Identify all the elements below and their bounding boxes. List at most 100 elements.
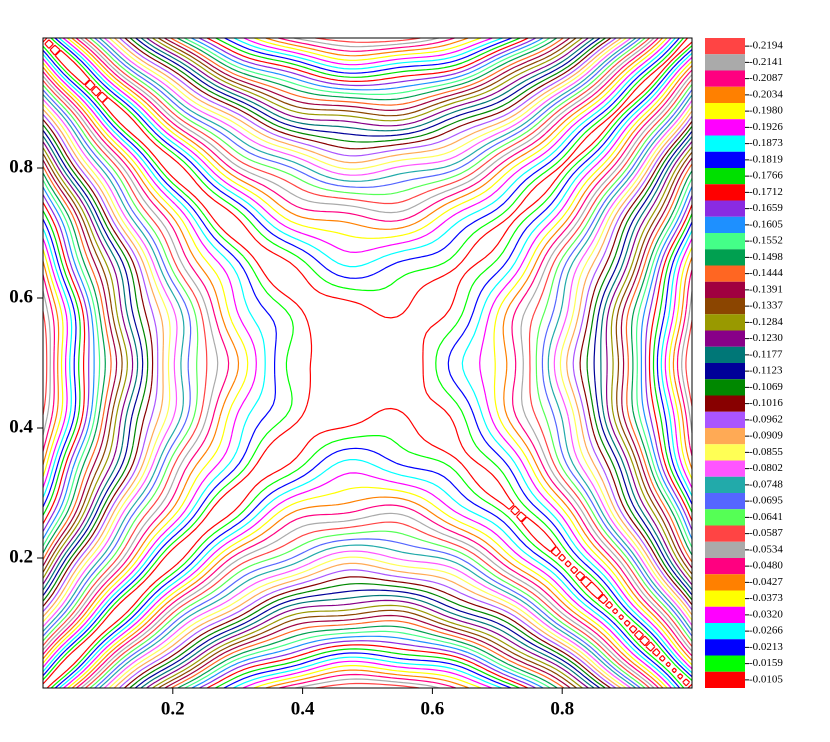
contour-line <box>42 37 693 689</box>
legend-swatch <box>705 330 745 347</box>
contour-line <box>42 37 693 689</box>
legend-label: -0.1123 <box>749 365 783 377</box>
legend-label: -0.0159 <box>749 657 783 669</box>
legend-swatch <box>705 265 745 282</box>
contour-line <box>42 37 693 689</box>
contour-line <box>42 37 693 689</box>
legend-label: -0.0962 <box>749 413 783 425</box>
legend-swatch <box>705 184 745 201</box>
legend-swatch <box>705 623 745 640</box>
contour-line <box>42 37 693 689</box>
legend-label: -0.0587 <box>749 527 783 539</box>
legend-label: -0.1819 <box>749 153 783 165</box>
contour-line <box>42 37 693 689</box>
legend-swatch <box>705 70 745 87</box>
legend-swatch <box>705 233 745 250</box>
legend-label: -0.2034 <box>749 88 783 100</box>
legend-label: -0.1873 <box>749 137 783 149</box>
legend-label: -0.1980 <box>749 105 783 117</box>
legend-label: -0.1605 <box>749 218 783 230</box>
contour-line <box>42 37 693 689</box>
legend-swatch <box>705 298 745 315</box>
legend-swatch <box>705 216 745 233</box>
contour-line <box>42 37 693 689</box>
contour-line <box>42 37 693 689</box>
legend-swatch <box>705 655 745 672</box>
legend-label: -0.2087 <box>749 72 783 84</box>
contour-line <box>42 37 693 689</box>
legend-swatch <box>705 574 745 591</box>
x-tick-label: 0.6 <box>421 698 445 719</box>
legend-label: -0.0266 <box>749 625 783 637</box>
plot-frame <box>42 37 693 689</box>
contour-line <box>42 37 693 689</box>
y-tick-label: 0.6 <box>9 286 33 307</box>
legend-swatch <box>705 493 745 510</box>
x-tick-label: 0.2 <box>161 698 185 719</box>
legend-label: -0.0855 <box>749 446 783 458</box>
legend-swatch <box>705 639 745 656</box>
legend-swatch <box>705 135 745 152</box>
legend-label: -0.1552 <box>749 235 783 247</box>
contour-line <box>42 37 693 689</box>
legend-swatch <box>705 346 745 363</box>
legend-label: -0.2141 <box>749 56 783 68</box>
legend-swatch <box>705 525 745 542</box>
legend-label: -0.1069 <box>749 381 783 393</box>
legend-swatch <box>705 509 745 526</box>
legend-swatch <box>705 119 745 136</box>
legend-swatch <box>705 395 745 412</box>
legend-swatch <box>705 103 745 120</box>
legend-label: -0.0909 <box>749 430 783 442</box>
legend-swatch <box>705 460 745 477</box>
legend-swatch <box>705 38 745 55</box>
y-tick-label: 0.2 <box>9 546 33 567</box>
legend-swatch <box>705 671 745 688</box>
contour-line <box>42 37 693 689</box>
legend-label: -0.0213 <box>749 641 783 653</box>
legend-label: -0.1016 <box>749 397 783 409</box>
legend-label: -0.1659 <box>749 202 783 214</box>
legend-swatch <box>705 200 745 217</box>
contour-line <box>42 37 693 689</box>
legend-label: -0.0641 <box>749 511 783 523</box>
legend-label: -0.1712 <box>749 186 783 198</box>
contour-line <box>42 37 693 689</box>
legend-label: -0.1284 <box>749 316 783 328</box>
legend-label: -0.1498 <box>749 251 783 263</box>
contour-line <box>42 37 693 689</box>
legend-label: -0.1230 <box>749 332 783 344</box>
legend-label: -0.0320 <box>749 608 783 620</box>
legend-label: -0.0802 <box>749 462 783 474</box>
legend-swatch <box>705 558 745 575</box>
legend-swatch <box>705 168 745 185</box>
x-tick-label: 0.8 <box>550 698 574 719</box>
contour-line <box>42 37 693 689</box>
legend-label: -0.1766 <box>749 170 783 182</box>
legend-swatch <box>705 249 745 266</box>
contour-line <box>42 37 693 689</box>
legend-label: -0.0105 <box>749 673 783 685</box>
legend-label: -0.1391 <box>749 283 783 295</box>
legend-swatch <box>705 379 745 396</box>
legend-swatch <box>705 590 745 607</box>
contour-line <box>42 37 693 689</box>
legend-swatch <box>705 541 745 558</box>
legend-label: -0.2194 <box>749 40 783 52</box>
legend-swatch <box>705 363 745 380</box>
y-tick-label: 0.4 <box>9 416 33 437</box>
contour-line <box>42 37 693 689</box>
contour-line <box>42 37 693 689</box>
legend-swatch <box>705 411 745 428</box>
x-tick-label: 0.4 <box>291 698 315 719</box>
legend-swatch <box>705 281 745 298</box>
contour-line <box>42 37 693 689</box>
legend-swatch <box>705 444 745 461</box>
legend-swatch <box>705 606 745 623</box>
legend-swatch <box>705 476 745 493</box>
legend-swatch <box>705 86 745 103</box>
legend-label: -0.0373 <box>749 592 783 604</box>
y-tick-label: 0.8 <box>9 156 33 177</box>
